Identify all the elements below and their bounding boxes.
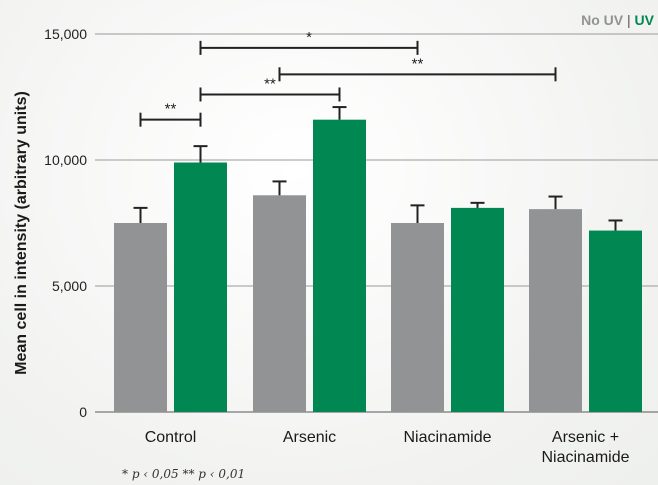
- legend-entry-no-uv: No UV: [581, 12, 624, 28]
- y-axis-label: Mean cell in intensity (arbitrary units): [13, 91, 30, 375]
- x-tick-label: Arsenic +: [552, 429, 619, 446]
- significance-label: **: [165, 101, 177, 118]
- significance-label: **: [264, 75, 276, 92]
- bar-no-uv-3: [529, 209, 582, 412]
- bar-no-uv-2: [391, 223, 444, 412]
- bar-no-uv-1: [253, 195, 306, 412]
- bar-uv-1: [313, 119, 366, 413]
- significance-label: **: [412, 55, 424, 72]
- bar-no-uv-0: [114, 223, 167, 412]
- bar-uv-3: [589, 230, 642, 412]
- bar-uv-0: [174, 162, 227, 412]
- significance-label: *: [306, 29, 312, 46]
- y-tick-label: 10,000: [44, 152, 87, 168]
- x-tick-label: Arsenic: [283, 429, 336, 446]
- x-tick-label: Control: [145, 429, 197, 446]
- legend: No UV | UV: [581, 12, 655, 28]
- y-tick-label: 15,000: [44, 26, 87, 42]
- footnote: * p ‹ 0,05 ** p ‹ 0,01: [122, 467, 245, 481]
- y-tick-label: 0: [79, 404, 87, 420]
- y-tick-label: 5,000: [52, 278, 87, 294]
- legend-entry-uv: UV: [635, 12, 655, 28]
- x-tick-label: Niacinamide: [403, 429, 491, 446]
- x-tick-label: Niacinamide: [541, 449, 629, 466]
- bar-uv-2: [451, 207, 504, 412]
- legend-separator: |: [623, 12, 634, 28]
